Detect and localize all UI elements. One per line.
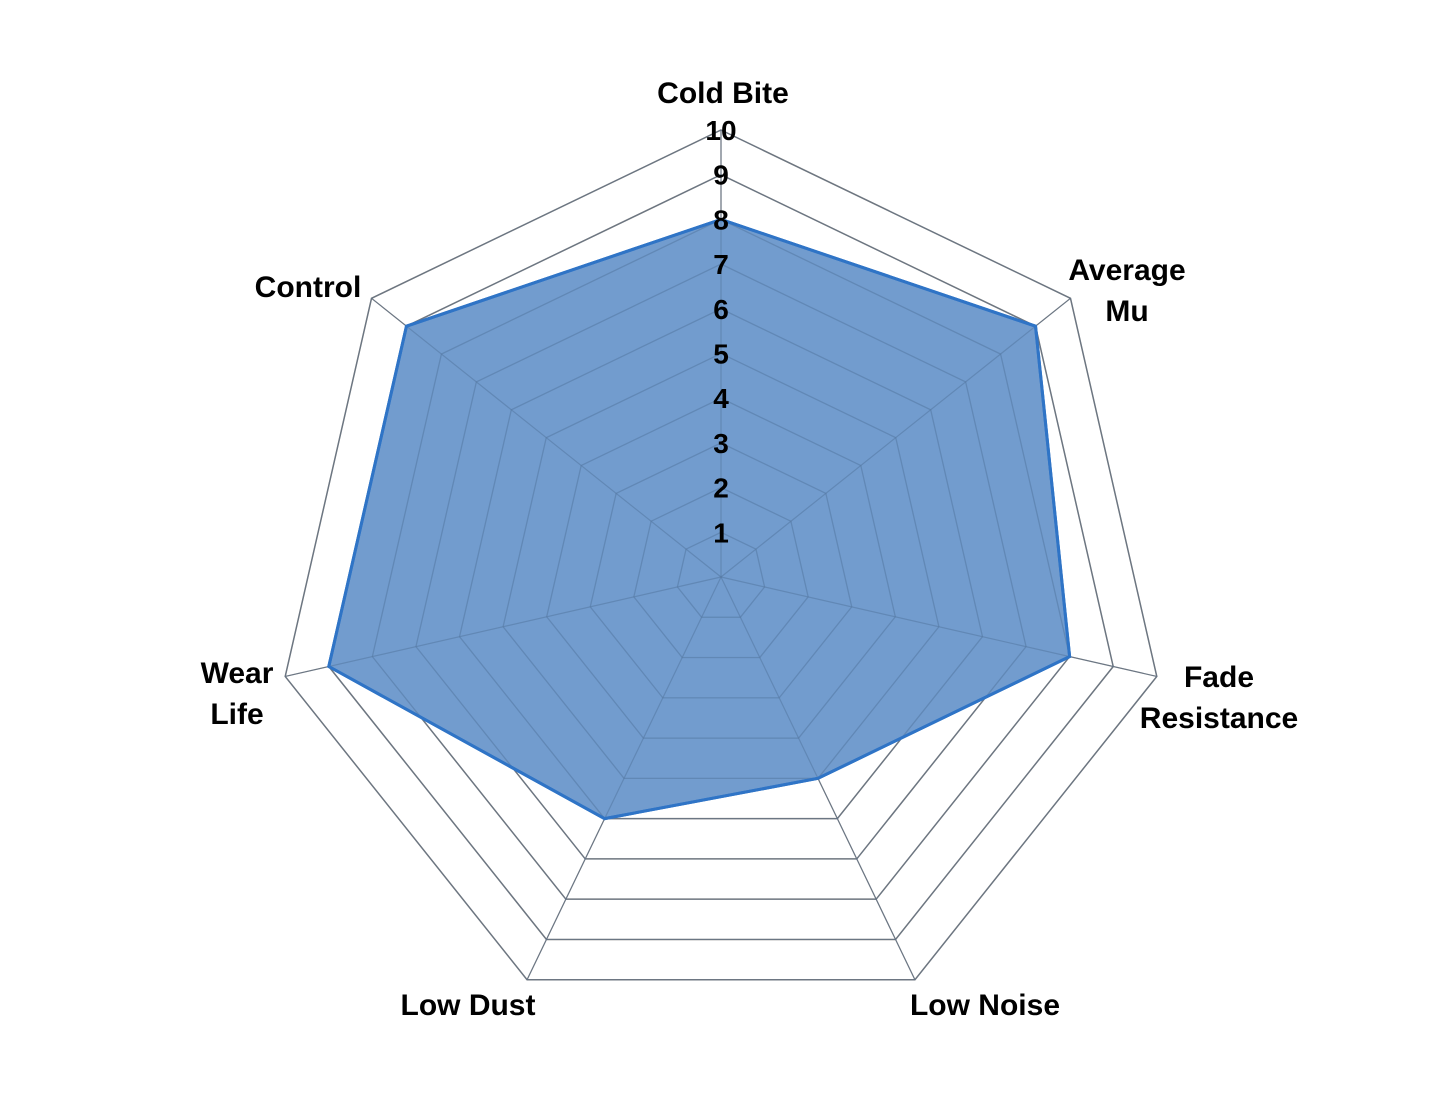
- tick-labels: 1 2 3 4 5 6 7 8 9 10: [705, 115, 736, 548]
- category-label: Cold Bite: [657, 77, 789, 110]
- tick-label: 5: [713, 339, 729, 370]
- category-label: Low Noise: [910, 989, 1060, 1022]
- tick-label: 9: [713, 160, 729, 191]
- grid-ring-overlay: [502, 352, 940, 779]
- tick-label: 1: [713, 517, 729, 548]
- grid-ring-overlay: [415, 263, 1027, 860]
- tick-label: 7: [713, 249, 729, 280]
- spoke-overlay: [720, 576, 1157, 678]
- grid-ring-overlay: [284, 129, 1158, 981]
- series: [284, 129, 1158, 981]
- grid-ring-overlay: [589, 442, 853, 699]
- grid-ring-10: [284, 129, 1158, 981]
- tick-label: 8: [713, 204, 729, 235]
- grid-ring-overlay: [633, 486, 809, 659]
- grid-ring-overlay: [546, 397, 896, 739]
- spoke-overlay: [371, 297, 722, 578]
- tick-label: 2: [713, 473, 729, 504]
- series-outline: [327, 217, 1072, 821]
- tick-label: 6: [713, 294, 729, 325]
- spoke-overlay: [285, 576, 722, 678]
- spoke-overlay: [720, 297, 1071, 578]
- category-label: Fade Resistance: [1140, 661, 1298, 735]
- tick-label: 10: [705, 115, 736, 146]
- category-label: Control: [255, 271, 362, 304]
- spoke-overlay: [526, 576, 722, 980]
- category-labels: Cold Bite Average Mu Fade Resistance Low Nois…: [201, 77, 1299, 1022]
- tick-label: 3: [713, 428, 729, 459]
- grid-ring-overlay: [676, 531, 766, 618]
- category-label: Wear Life: [201, 657, 274, 731]
- grid-ring-overlay: [458, 308, 984, 820]
- grid-ring-overlay: [371, 218, 1071, 900]
- category-label: Average Mu: [1068, 254, 1185, 328]
- category-label: Low Dust: [401, 989, 536, 1022]
- tick-label: 4: [713, 383, 729, 414]
